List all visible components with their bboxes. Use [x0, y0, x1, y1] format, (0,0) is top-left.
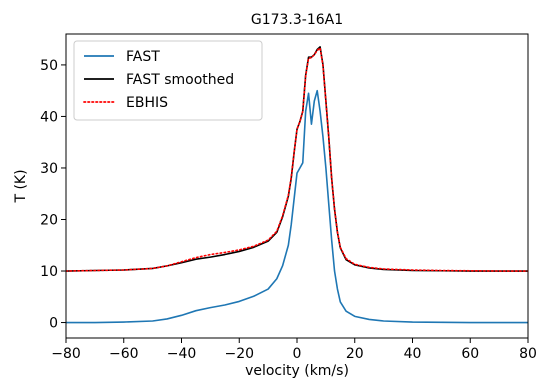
- x-tick-label-5: 20: [346, 346, 364, 362]
- y-tick-label-3: 30: [40, 161, 58, 177]
- y-tick-label-5: 50: [40, 58, 58, 74]
- x-tick-label-1: −60: [109, 346, 139, 362]
- legend-box: [73, 40, 263, 121]
- legend-label-1: FAST smoothed: [126, 72, 234, 88]
- y-tick-label-1: 10: [40, 264, 58, 280]
- series-line-0: [66, 89, 528, 324]
- x-tick-label-4: 0: [293, 346, 302, 362]
- legend: FAST FAST smoothed EBHIS: [73, 40, 263, 121]
- axes: −80 −60 −40 −20 0 20 40 60 80 0 10 20 30 40 50: [40, 33, 537, 362]
- x-tick-label-6: 40: [404, 346, 422, 362]
- x-tick-label-7: 60: [461, 346, 479, 362]
- x-axis-label: velocity (km/s): [245, 363, 349, 379]
- y-tick-label-0: 0: [49, 316, 58, 332]
- y-tick-label-4: 40: [40, 109, 58, 125]
- x-tick-label-8: 80: [519, 346, 537, 362]
- legend-label-0: FAST: [126, 49, 160, 65]
- y-axis-label: T (K): [13, 169, 29, 203]
- y-tick-label-2: 20: [40, 212, 58, 228]
- chart-title: G173.3-16A1: [251, 12, 343, 28]
- x-tick-label-2: −40: [167, 346, 197, 362]
- plot-area: [66, 46, 528, 324]
- x-tick-label-3: −20: [224, 346, 254, 362]
- legend-label-2: EBHIS: [126, 95, 168, 111]
- x-tick-label-0: −80: [51, 346, 81, 362]
- series-line-2: [66, 47, 528, 272]
